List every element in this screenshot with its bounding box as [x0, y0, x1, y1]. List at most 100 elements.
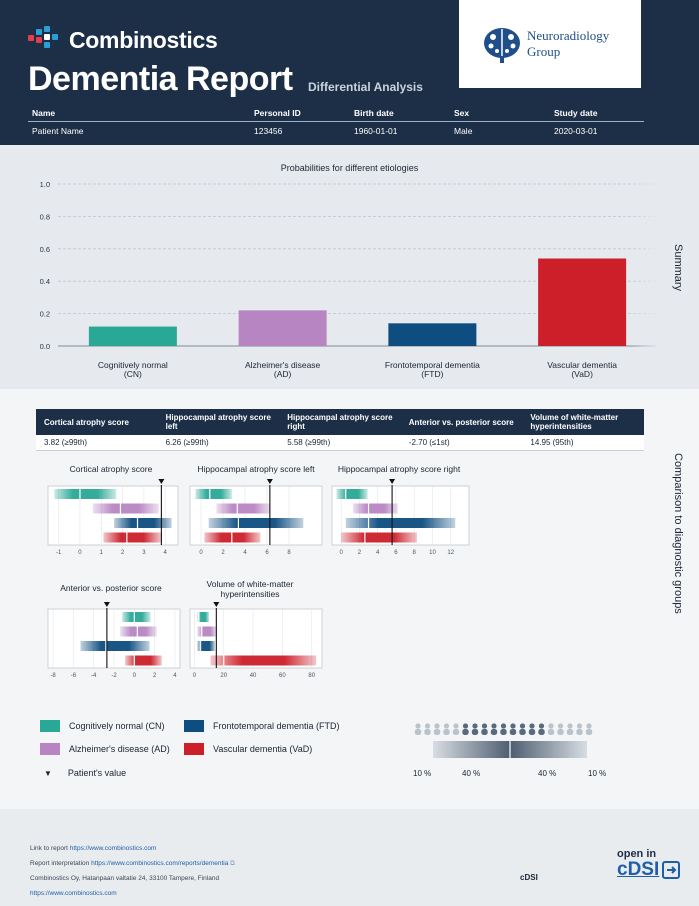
- panel-title-hippo-right: Hippocampal atrophy score right: [337, 464, 461, 474]
- category-label: (AD): [274, 369, 292, 379]
- panel-title-hippo-left: Hippocampal atrophy score left: [197, 464, 315, 474]
- score-header-hippo-right: Hippocampal atrophy score right: [287, 413, 393, 431]
- category-label: Cognitively normal: [98, 360, 168, 370]
- population-figure-body: [424, 729, 431, 735]
- category-label: (FTD): [421, 369, 443, 379]
- company-address: Combinostics Oy, Hatanpaan valtatie 24, …: [30, 875, 220, 882]
- group-bar-ad: [197, 626, 217, 637]
- x-tick-label: 8: [413, 550, 417, 556]
- external-link-icon[interactable]: ⧉: [230, 860, 235, 867]
- group-bar-ad: [92, 503, 159, 514]
- population-figure: [443, 723, 450, 729]
- patient-value-marker: [103, 602, 110, 607]
- y-tick-label: 0.8: [40, 212, 50, 221]
- legend-item-cn: Cognitively normal (CN): [40, 720, 165, 732]
- x-tick-label: -2: [111, 673, 117, 679]
- population-figure-body: [576, 729, 583, 735]
- group-bar-cn: [122, 612, 151, 622]
- legend-swatch-ftd: [184, 720, 204, 732]
- x-tick-label: 3: [142, 550, 146, 556]
- population-figure: [415, 723, 421, 729]
- y-tick-label: 0.6: [40, 245, 50, 254]
- x-tick-label: 0: [193, 673, 197, 679]
- percentile-label-2: 40 %: [462, 769, 481, 778]
- panel-title-wmh: Volume of white-matter hyperintensities: [206, 579, 294, 599]
- x-tick-label: 2: [121, 550, 125, 556]
- brand: Combinostics: [28, 26, 218, 54]
- report-link[interactable]: https://www.combinostics.com: [69, 845, 157, 852]
- link-label: Link to report: [30, 845, 68, 852]
- score-header-wmh: Volume of white-matter hyperintensities: [530, 413, 619, 431]
- population-figure: [510, 723, 516, 729]
- population-figure: [538, 723, 545, 729]
- population-figure-body: [481, 729, 488, 735]
- open-in-cdsi-button[interactable]: open in cDSI: [617, 849, 681, 880]
- population-figure-body: [519, 729, 526, 735]
- population-figure: [557, 723, 564, 729]
- company-website-link[interactable]: https://www.combinostics.com: [30, 890, 117, 897]
- partner-name-group: Group: [527, 44, 561, 59]
- population-figure-body: [443, 729, 450, 735]
- x-tick-label: 4: [376, 550, 380, 556]
- panel-title-ant-post: Anterior vs. posterior score: [60, 583, 162, 593]
- open-arrow-icon: [662, 861, 681, 879]
- population-figure-body: [462, 729, 469, 735]
- x-tick-label: 4: [243, 550, 247, 556]
- population-figure-body: [471, 729, 479, 735]
- probability-chart-title: Probabilities for different etiologies: [280, 163, 419, 173]
- x-tick-label: 2: [153, 673, 157, 679]
- population-figure: [491, 723, 497, 729]
- probability-chart: 0.0 0.2 0.4 0.6 0.8 1.0 Cognitively normal(CN)…: [40, 179, 660, 379]
- x-tick-label: -8: [50, 673, 56, 679]
- cdsi-label: cDSI: [520, 873, 538, 882]
- population-figure-body: [566, 729, 574, 735]
- x-tick-label: 2: [358, 550, 362, 556]
- x-tick-label: 40: [250, 673, 257, 679]
- group-bar-ad: [216, 503, 271, 514]
- x-tick-label: 6: [394, 550, 398, 556]
- summary-side-label: Summary: [672, 244, 684, 292]
- x-tick-label: 2: [221, 550, 225, 556]
- population-figure: [472, 723, 478, 729]
- category-label: Alzheimer's disease: [245, 360, 321, 370]
- right-fade: [630, 179, 660, 351]
- group-bar-cn: [336, 489, 368, 499]
- sex-header: Sex: [450, 108, 550, 122]
- interpretation-link[interactable]: https://www.combinostics.com/reports/dem…: [91, 860, 229, 867]
- population-figure-body: [509, 729, 517, 735]
- combinostics-logo-icon: [28, 26, 62, 54]
- y-tick-label: 0.4: [40, 277, 50, 286]
- x-tick-label: -1: [56, 550, 62, 556]
- score-header-cortical: Cortical atrophy score: [44, 417, 129, 427]
- population-figure-body: [538, 729, 545, 735]
- report-title: Dementia Report: [28, 60, 293, 98]
- group-bar-cn: [197, 612, 210, 622]
- x-tick-label: 1: [100, 550, 104, 556]
- report-header: Combinostics Dementia Report Differentia…: [0, 0, 699, 145]
- x-tick-label: 60: [279, 673, 286, 679]
- patient-value-marker: [266, 479, 273, 484]
- y-tick-label: 1.0: [40, 180, 50, 189]
- study-date-header: Study date: [550, 108, 644, 122]
- x-tick-label: 0: [199, 550, 203, 556]
- legend-item-ftd: Frontotemporal dementia (FTD): [184, 720, 340, 732]
- score-value-hippo-left: 6.26 (≥99th): [165, 438, 209, 447]
- score-value-hippo-right: 5.58 (≥99th): [287, 438, 331, 447]
- percentile-label-4: 10 %: [588, 769, 607, 778]
- x-tick-label: 20: [220, 673, 227, 679]
- population-figure: [529, 723, 535, 729]
- population-figure-body: [585, 729, 593, 735]
- patient-value-marker: [158, 479, 165, 484]
- population-figure-body: [500, 729, 507, 735]
- group-bar-ftd: [197, 641, 215, 651]
- population-figure-body: [433, 729, 441, 735]
- population-figure: [481, 723, 488, 729]
- patient-value-marker: [389, 479, 396, 484]
- scores-table: Cortical atrophy score Hippocampal atrop…: [36, 409, 644, 451]
- bar-1: [238, 310, 327, 346]
- panel-title-cortical: Cortical atrophy score: [69, 464, 153, 474]
- score-header-ant-post: Anterior vs. posterior score: [408, 417, 514, 427]
- study-date: 2020-03-01: [554, 126, 598, 136]
- group-bar-ftd: [80, 641, 150, 651]
- population-figure: [586, 723, 592, 729]
